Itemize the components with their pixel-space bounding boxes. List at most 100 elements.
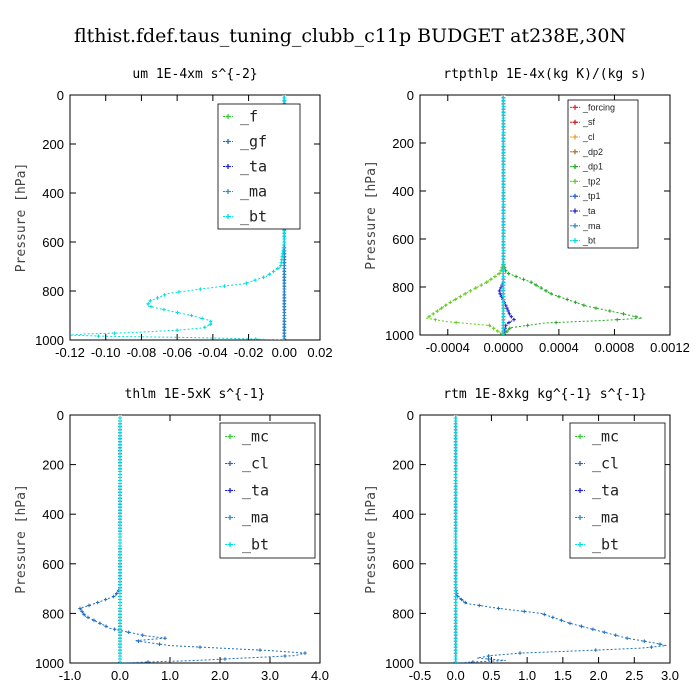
series-point [573,300,578,305]
legend: _forcing _sf _cl _dp2 _dp1 _tp2 _tp1 _ta _ma _bt [567,99,639,249]
series-point [279,263,283,268]
x-tick-label: 1.0 [161,668,179,683]
series-point [200,316,204,321]
legend-label: _ta [240,158,267,176]
legend-marker [577,488,583,493]
series-point [582,303,586,308]
subplot-3: thlm 1E-5xK s^{-1} Pressure [hPa] 0 200 400 6… [14,387,329,683]
legend-marker [572,208,578,214]
series-point [163,636,167,640]
plots-group: um 1E-4xm s^{-2} Pressure [hPa] 0 200 400 600… [14,67,690,683]
series-point [443,303,448,308]
series-point [431,312,435,316]
subplot-title: um 1E-4xm s^{-2} [132,67,257,82]
series-point [433,317,438,322]
series-point [78,606,82,611]
legend-box [219,422,316,559]
series-point [149,304,153,309]
legend-marker [572,104,578,110]
series-point [484,280,489,284]
legend-label: _ta [592,482,619,500]
x-tick-label: 0.0000 [483,340,523,355]
series-point [459,597,464,602]
legend-label: _tp2 [582,176,601,186]
plot-frame [419,94,671,336]
series-point [486,657,491,661]
series-point [557,294,561,299]
subplot-1: um 1E-4xm s^{-2} Pressure [hPa] 0 200 400 600… [14,67,333,360]
y-tick-label: 1000 [35,333,64,348]
series-point [157,642,162,646]
series-point [453,297,458,302]
y-tick-label: 0 [57,408,64,423]
legend-label: _sf [582,117,596,127]
series-line-ta [498,95,516,335]
series-point [95,600,100,605]
series-point [448,300,453,305]
legend-marker [227,542,233,547]
y-tick-label: 200 [392,458,414,473]
series-point [96,334,101,338]
y-tick-label: 1000 [385,656,414,671]
series-point [80,609,84,614]
legend-label: _ma [242,509,269,527]
series-point [593,648,598,652]
series-point [253,337,258,340]
legend-label: _forcing [582,102,615,112]
series-point [565,297,570,302]
series-point [615,317,620,322]
x-tick-label: 1.5 [554,668,572,683]
series-point [146,301,151,306]
y-tick-label: 600 [42,557,64,572]
legend-box [217,103,301,230]
y-tick-label: 200 [392,136,414,151]
series-point [208,322,212,327]
x-tick-label: 0.0004 [539,340,579,355]
y-tick-label: 400 [392,507,414,522]
y-tick-label: 600 [42,235,64,250]
legend-marker [572,193,578,199]
series-point [86,615,90,620]
series-point [136,639,141,643]
x-tick-label: 2.5 [625,668,643,683]
series-line-cl [79,415,306,663]
legend-label: _gf [240,133,267,151]
series-point [525,323,530,328]
legend-label: _ta [582,206,596,216]
series-point [271,269,276,274]
series-point [634,314,638,319]
series-point [453,660,458,663]
series-point [198,287,203,291]
series-point [498,291,502,296]
subplot-4: rtm 1E-8xkg kg^{-1} s^{-1} Pressure [hPa]… [364,387,679,683]
legend-marker [577,542,583,547]
y-tick-label: 800 [42,606,64,621]
legend-marker [225,189,231,194]
series-point [103,597,108,602]
legend-box [569,422,666,559]
series-point [551,615,555,620]
series-point [559,618,564,623]
legend-label: _cl [592,455,619,473]
series-point [463,600,467,605]
legend-marker [225,164,231,169]
legend-box [567,99,639,249]
series-point [148,299,153,303]
y-tick-label: 200 [42,458,64,473]
x-tick-label: 0.00 [272,345,297,360]
legend-marker [227,488,233,493]
x-tick-label: 0.0012 [650,340,690,355]
series-point [283,654,287,658]
subplot-2: rtpthlp 1E-4x(kg K)/(kg s) Pressure [hPa]… [364,67,690,355]
series-point [512,317,516,322]
series-point [608,309,612,313]
series-point [439,306,444,310]
legend: _f _gf _ta _ma _bt [217,103,301,230]
series-point [87,603,91,608]
series-point [579,624,584,629]
legend-marker [572,134,578,140]
series-point [642,639,647,643]
series-point [258,648,262,652]
series-point [501,332,506,335]
series-point [162,307,166,312]
